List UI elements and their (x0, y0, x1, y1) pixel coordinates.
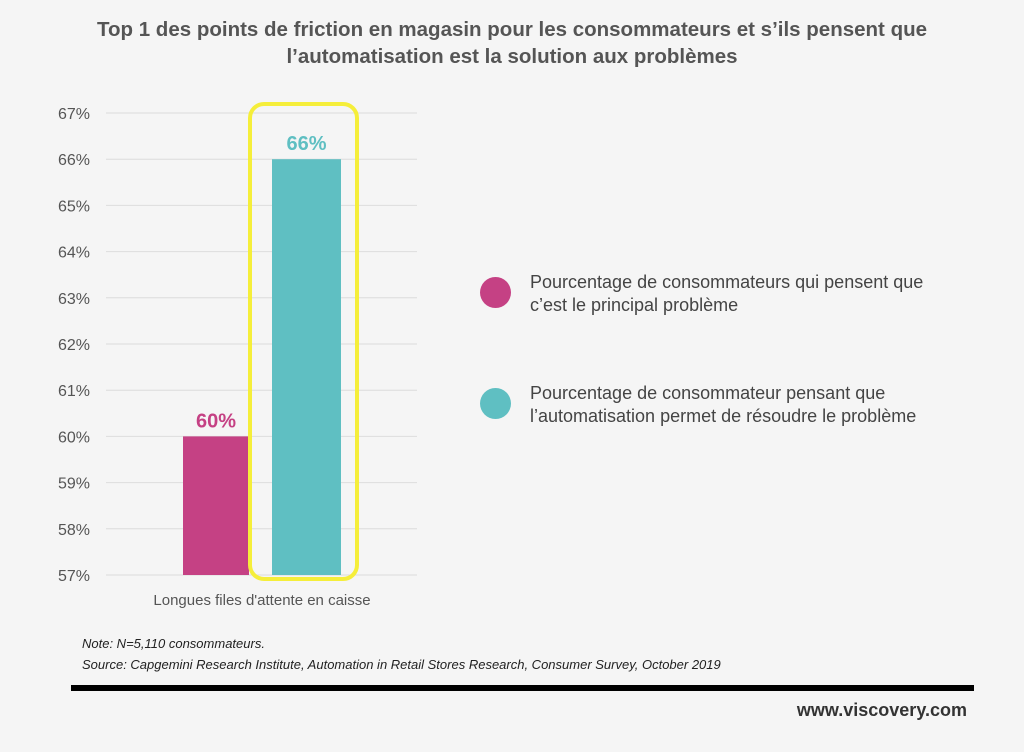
y-tick-label: 65% (58, 198, 90, 215)
note-text: Note: N=5,110 consommateurs. (82, 636, 265, 651)
legend-label-line: Pourcentage de consommateurs qui pensent… (530, 272, 924, 292)
y-tick-label: 57% (58, 568, 90, 585)
bar-problem (183, 436, 249, 575)
bar-automation (272, 159, 341, 575)
divider (71, 685, 974, 691)
y-tick-label: 58% (58, 522, 90, 539)
data-label: 66% (286, 133, 326, 155)
chart-title: Top 1 des points de friction en magasin … (0, 16, 1024, 70)
y-tick-label: 67% (58, 106, 90, 123)
legend-item-problem: Pourcentage de consommateurs qui pensent… (480, 271, 1000, 317)
y-tick-label: 59% (58, 476, 90, 493)
chart-title-line-1: Top 1 des points de friction en magasin … (96, 18, 928, 41)
source-text: Source: Capgemini Research Institute, Au… (82, 657, 721, 672)
y-tick-label: 64% (58, 245, 90, 262)
y-tick-label: 60% (58, 429, 90, 446)
legend-label-line: Pourcentage de consommateur pensant que (530, 383, 886, 403)
y-tick-label: 66% (58, 152, 90, 169)
legend-label: Pourcentage de consommateur pensant que … (530, 382, 1000, 428)
legend-label-line: l’automatisation permet de résoudre le p… (530, 406, 917, 426)
highlight-box (248, 102, 359, 581)
y-tick-label: 61% (58, 383, 90, 400)
legend-swatch-teal (480, 388, 511, 419)
legend-label-line: c’est le principal problème (530, 295, 739, 315)
legend-swatch-magenta (480, 277, 511, 308)
chart-title-line-2: l’automatisation est la solution aux pro… (286, 45, 738, 68)
legend-label: Pourcentage de consommateurs qui pensent… (530, 271, 1000, 317)
y-tick-label: 62% (58, 337, 90, 354)
x-tick-label: Longues files d'attente en caisse (153, 592, 370, 609)
website-link[interactable]: www.viscovery.com (796, 700, 967, 720)
data-label: 60% (196, 410, 236, 432)
y-tick-label: 63% (58, 291, 90, 308)
legend-item-automation: Pourcentage de consommateur pensant que … (480, 382, 1000, 428)
